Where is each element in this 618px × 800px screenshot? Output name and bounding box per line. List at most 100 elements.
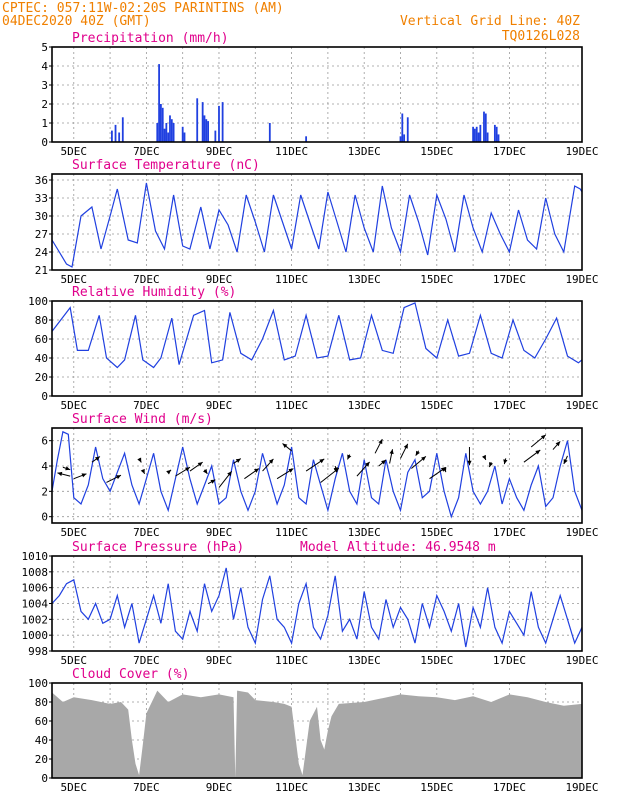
x-tick-label: 7DEC: [133, 399, 160, 412]
precip-bar: [158, 64, 160, 142]
wind-arrowhead: [203, 468, 208, 474]
y-tick-label: 4: [41, 460, 48, 473]
header-model-code: TQ0126L028: [502, 29, 580, 44]
x-tick-label: 19DEC: [565, 145, 598, 158]
precip-bar: [160, 104, 162, 142]
panel-precip: 0 1 2 3 4 5 5DEC 7DEC 9DEC 11DEC 13DEC 15DEC 17DEC 19…: [41, 31, 598, 158]
wind-arrowhead: [81, 473, 87, 478]
panel-title: Surface Pressure (hPa): [72, 540, 244, 555]
plot-frame: [51, 427, 583, 524]
x-tick-label: 15DEC: [420, 145, 453, 158]
wind-arrowhead: [268, 458, 274, 464]
y-tick-label: 0: [41, 136, 48, 149]
x-tick-label: 11DEC: [275, 654, 308, 667]
y-tick-label: 33: [35, 192, 48, 205]
x-tick-label: 19DEC: [565, 273, 598, 286]
wind-arrowhead: [381, 459, 386, 465]
wind-arrowhead: [489, 462, 493, 468]
precip-bar: [221, 102, 224, 142]
x-tick-label: 17DEC: [493, 526, 526, 539]
precip-bar: [163, 128, 166, 142]
y-tick-label: 1008: [22, 566, 49, 579]
precip-bar: [493, 124, 496, 142]
y-tick-label: 1: [41, 117, 48, 130]
wind-arrowhead: [95, 456, 100, 461]
precip-bar: [474, 128, 476, 142]
y-tick-label: 20: [35, 753, 48, 766]
x-tick-label: 5DEC: [61, 654, 88, 667]
panel-temp: 21 24 27 30 33 36 5DEC 7DEC 9DEC 11DEC 13DEC 15DEC 1…: [35, 158, 599, 286]
y-tick-label: 0: [41, 511, 48, 524]
wind-arrowhead: [389, 449, 394, 455]
wind-arrowhead: [555, 441, 561, 447]
x-tick-label: 5DEC: [61, 781, 88, 794]
y-tick-label: 0: [41, 390, 48, 403]
panel-pressure: 998 1000 1002 1004 1006 1008 1010 5DEC 7DEC 9DEC 1…: [22, 540, 599, 667]
precip-bar: [399, 136, 402, 142]
wind-arrowhead: [319, 458, 325, 464]
x-tick-label: 19DEC: [565, 526, 598, 539]
wind-arrowhead: [421, 456, 426, 461]
y-tick-label: 998: [28, 645, 48, 658]
x-tick-label: 5DEC: [61, 526, 88, 539]
precip-bar: [203, 115, 206, 142]
precip-bar: [167, 132, 170, 142]
wind-arrowhead: [415, 450, 420, 456]
plot-frame: [51, 46, 583, 143]
y-tick-label: 100: [28, 295, 48, 308]
y-tick-label: 30: [35, 210, 48, 223]
precip-bar: [170, 119, 173, 142]
panel-annotation: Model Altitude: 46.9548 m: [300, 540, 496, 555]
precip-bar: [114, 124, 117, 142]
x-tick-label: 7DEC: [133, 145, 160, 158]
cloud-area: [52, 690, 582, 778]
precip-bar: [472, 126, 474, 142]
x-tick-label: 11DEC: [275, 273, 308, 286]
wind-arrowhead: [210, 479, 216, 484]
x-tick-label: 5DEC: [61, 399, 88, 412]
x-tick-label: 7DEC: [133, 781, 160, 794]
wind-arrowhead: [503, 459, 508, 465]
wind-arrowhead: [137, 457, 142, 463]
x-tick-label: 13DEC: [348, 781, 381, 794]
x-tick-label: 19DEC: [565, 654, 598, 667]
panel-rh: 0 20 40 60 80 100 5DEC 7DEC 9DEC 11DEC 13DEC 15DEC 1…: [28, 285, 598, 412]
x-tick-label: 5DEC: [61, 273, 88, 286]
x-tick-label: 13DEC: [348, 526, 381, 539]
plot-frame: [51, 300, 583, 397]
x-tick-label: 15DEC: [420, 273, 453, 286]
y-tick-label: 1002: [22, 613, 49, 626]
x-tick-label: 9DEC: [206, 145, 233, 158]
x-tick-label: 9DEC: [206, 399, 233, 412]
wind-arrowhead: [378, 439, 383, 445]
precip-bar: [406, 117, 409, 142]
panel-title: Cloud Cover (%): [72, 667, 189, 682]
x-tick-label: 15DEC: [420, 654, 453, 667]
precip-bar: [495, 126, 498, 142]
x-tick-label: 5DEC: [61, 145, 88, 158]
wind-arrowhead: [467, 460, 472, 466]
rh-line: [51, 302, 583, 369]
panels: 0 1 2 3 4 5 5DEC 7DEC 9DEC 11DEC 13DEC 15DEC 17DEC 19…: [22, 31, 599, 794]
x-tick-label: 17DEC: [493, 273, 526, 286]
x-tick-label: 15DEC: [420, 781, 453, 794]
precip-bar: [110, 130, 113, 142]
y-tick-label: 2: [41, 485, 48, 498]
precip-bar: [214, 130, 217, 142]
y-tick-label: 27: [35, 228, 48, 241]
x-tick-label: 15DEC: [420, 399, 453, 412]
y-tick-label: 60: [35, 333, 48, 346]
precip-bar: [484, 113, 487, 142]
x-tick-label: 11DEC: [275, 399, 308, 412]
pressure-line: [51, 567, 583, 648]
precip-bar: [161, 107, 164, 142]
x-tick-label: 17DEC: [493, 145, 526, 158]
wind-arrowhead: [57, 471, 63, 477]
y-tick-label: 80: [35, 696, 48, 709]
wind-arrowhead: [166, 469, 172, 475]
precip-bar: [486, 132, 489, 142]
temp-line: [51, 182, 583, 268]
plot-frame: [51, 173, 583, 271]
wind-arrowhead: [442, 467, 447, 473]
wind-arrowhead: [347, 454, 352, 460]
